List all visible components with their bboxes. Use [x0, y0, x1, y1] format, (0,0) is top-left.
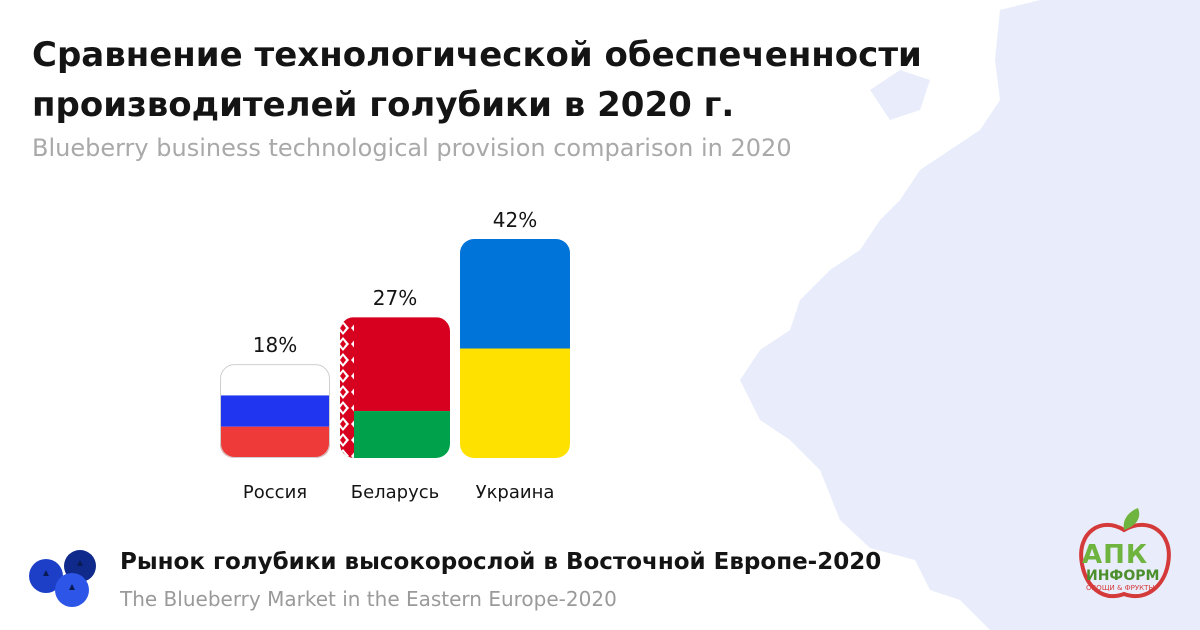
footer-title: Рынок голубики высокорослой в Восточной … [120, 549, 882, 575]
value-label-russia: 18% [253, 333, 297, 357]
footer-subtitle: The Blueberry Market in the Eastern Euro… [120, 587, 617, 611]
category-label-russia: Россия [243, 482, 307, 503]
bar-ukraine [460, 239, 570, 458]
page-subtitle: Blueberry business technological provisi… [32, 134, 792, 162]
logo-line2: ОВОЩИ & ФРУКТЫ [1086, 584, 1155, 592]
page-title: Сравнение технологической обеспеченности… [32, 35, 922, 125]
category-label-ukraine: Украина [476, 482, 555, 503]
value-label-ukraine: 42% [493, 208, 537, 232]
value-label-belarus: 27% [373, 286, 417, 310]
apple-logo-icon [1079, 508, 1171, 598]
blueberries-icon [29, 550, 96, 607]
bar-outline-russia [220, 364, 330, 458]
bar-belarus [340, 317, 450, 458]
category-label-belarus: Беларусь [351, 482, 440, 503]
logo-name: АПК [1082, 540, 1149, 570]
logo-line1: ИНФОРМ [1086, 568, 1160, 584]
bar-russia [220, 364, 330, 458]
